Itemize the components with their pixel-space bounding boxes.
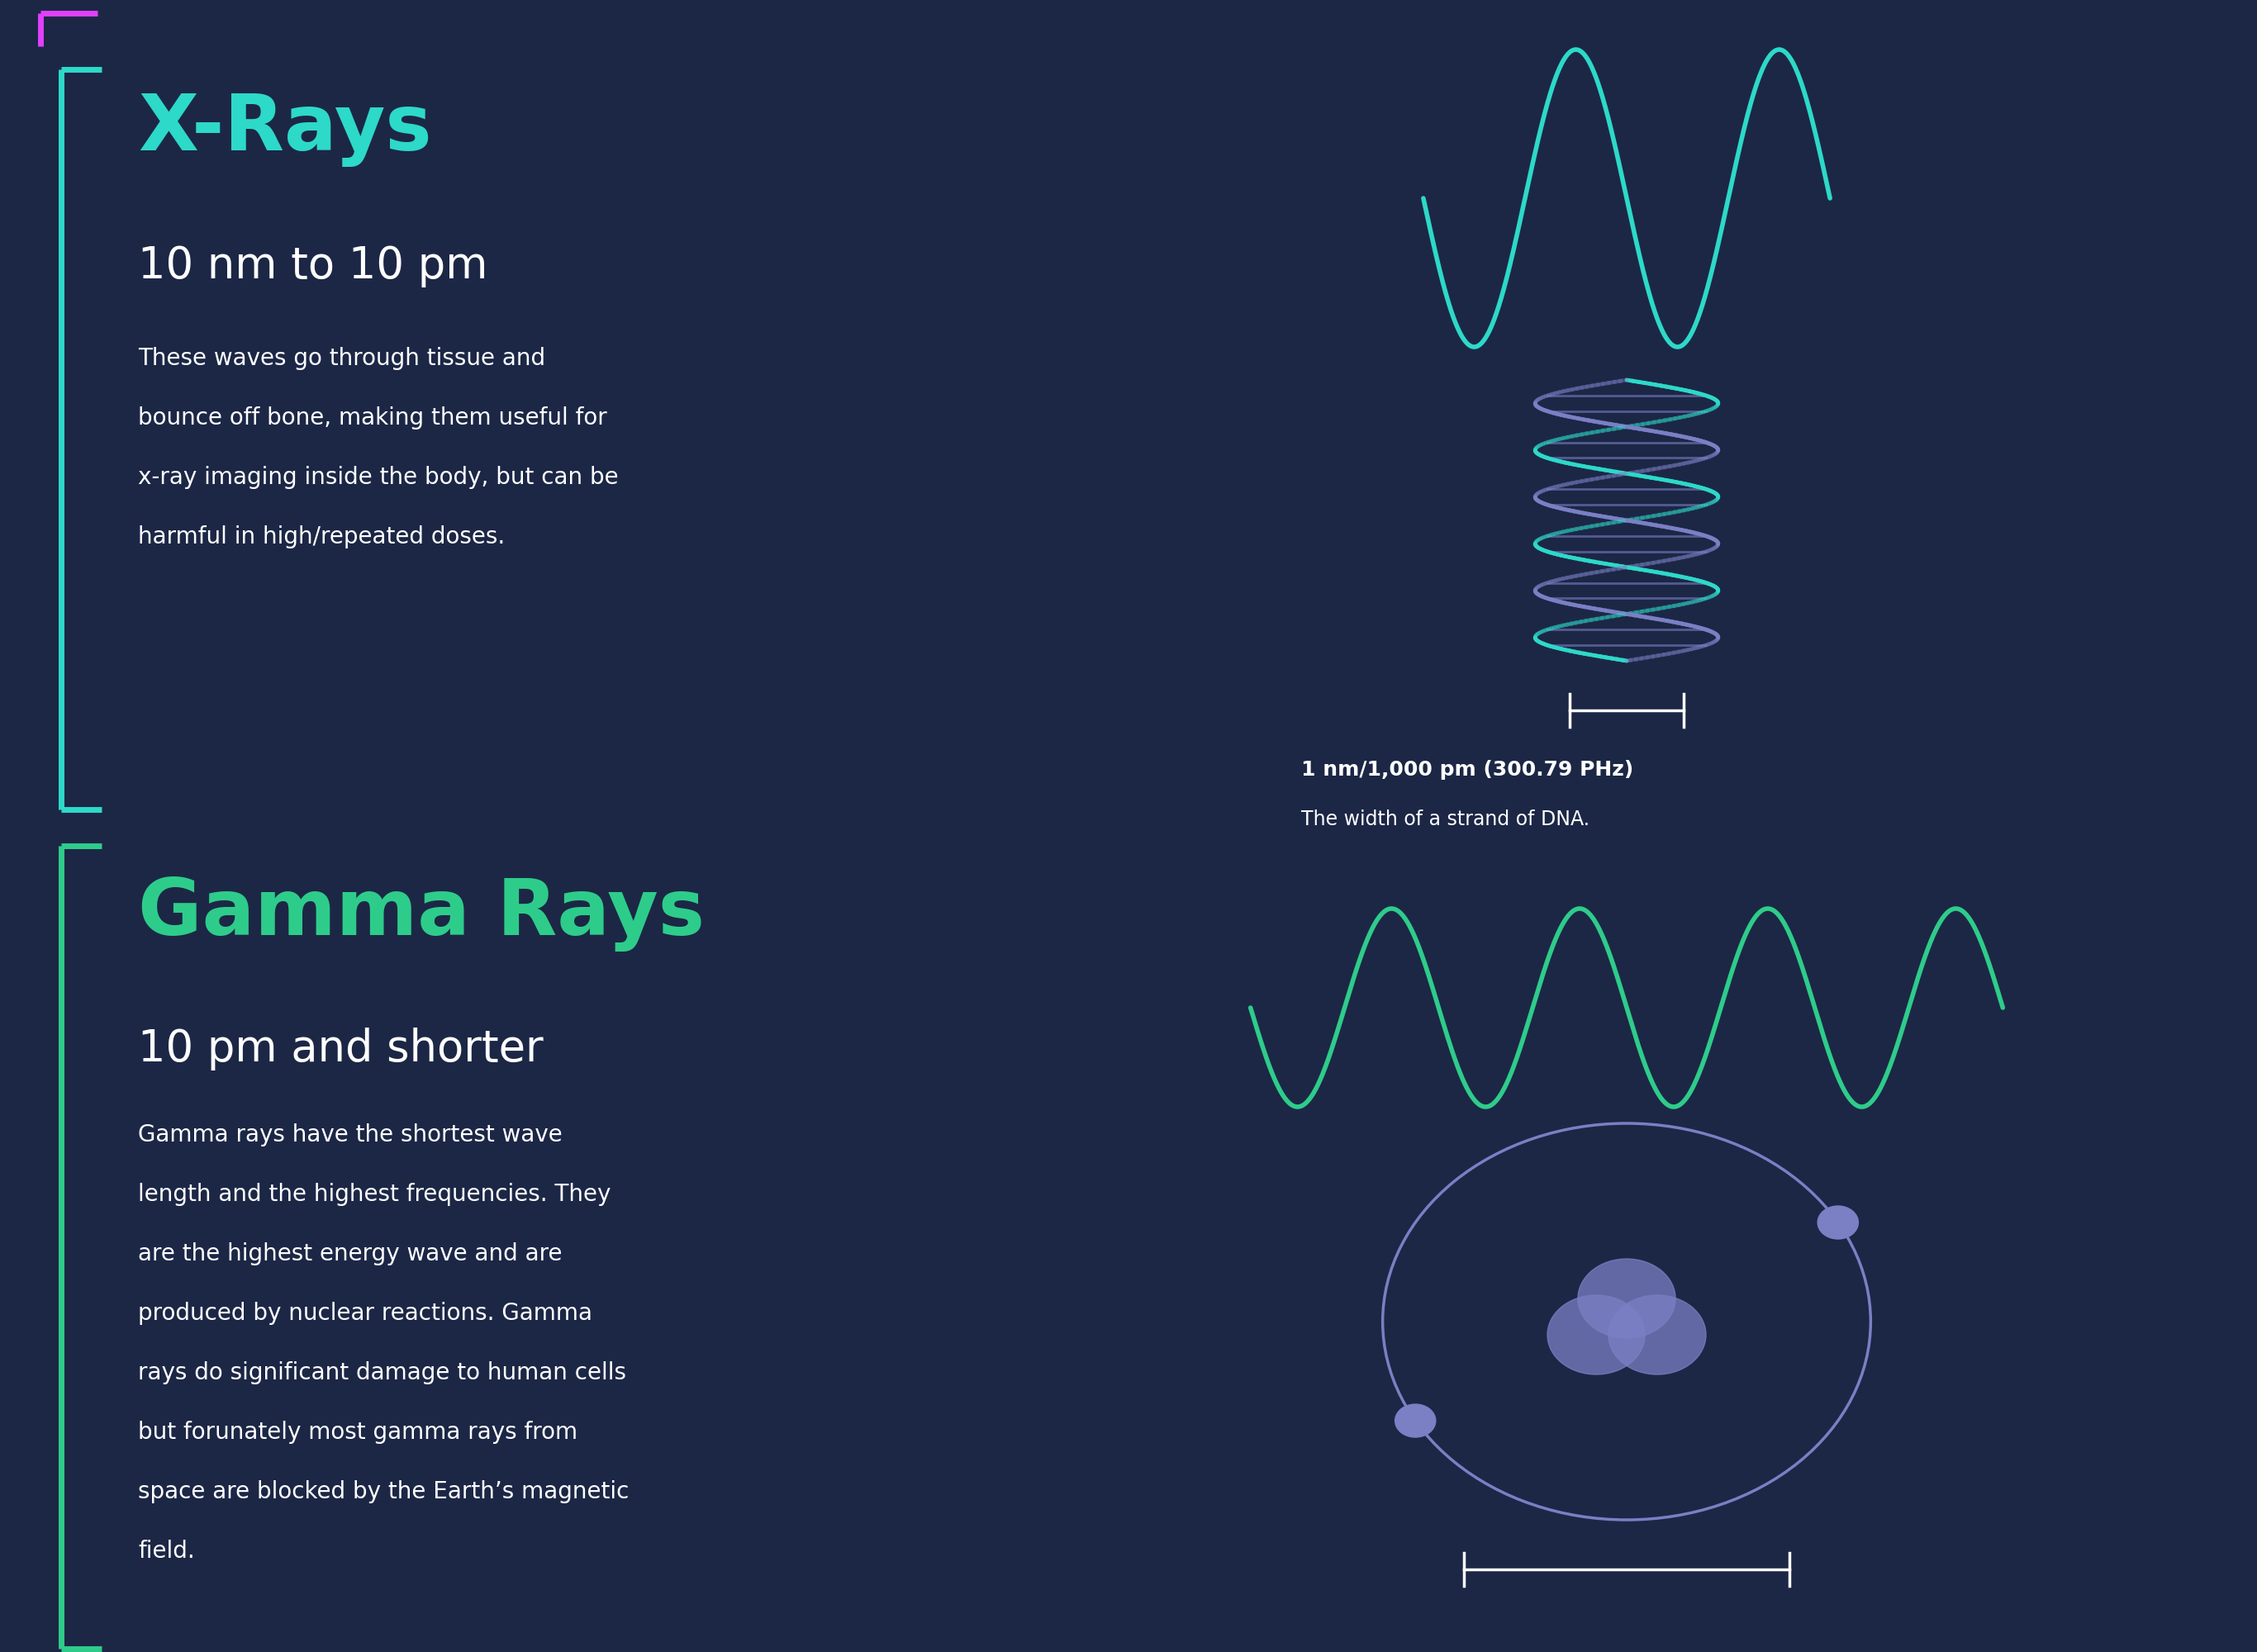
Text: field.: field. <box>138 1540 194 1563</box>
Text: produced by nuclear reactions. Gamma: produced by nuclear reactions. Gamma <box>138 1302 594 1325</box>
Text: Gamma Rays: Gamma Rays <box>138 876 704 952</box>
Circle shape <box>1578 1259 1675 1338</box>
Text: are the highest energy wave and are: are the highest energy wave and are <box>138 1242 562 1265</box>
Text: 10 pm and shorter: 10 pm and shorter <box>138 1028 544 1070</box>
Circle shape <box>1395 1404 1435 1437</box>
Circle shape <box>1548 1295 1645 1374</box>
Text: but forunately most gamma rays from: but forunately most gamma rays from <box>138 1421 578 1444</box>
Text: X-Rays: X-Rays <box>138 91 431 167</box>
Text: rays do significant damage to human cells: rays do significant damage to human cell… <box>138 1361 627 1384</box>
Text: 1 nm/1,000 pm (300.79 PHz): 1 nm/1,000 pm (300.79 PHz) <box>1302 760 1634 780</box>
Text: space are blocked by the Earth’s magnetic: space are blocked by the Earth’s magneti… <box>138 1480 630 1503</box>
Circle shape <box>1817 1206 1858 1239</box>
Text: The width of a strand of DNA.: The width of a strand of DNA. <box>1302 809 1589 829</box>
Text: length and the highest frequencies. They: length and the highest frequencies. They <box>138 1183 612 1206</box>
Text: harmful in high/repeated doses.: harmful in high/repeated doses. <box>138 525 506 548</box>
Circle shape <box>1609 1295 1706 1374</box>
Text: 10 nm to 10 pm: 10 nm to 10 pm <box>138 244 488 287</box>
Text: bounce off bone, making them useful for: bounce off bone, making them useful for <box>138 406 607 430</box>
Text: x-ray imaging inside the body, but can be: x-ray imaging inside the body, but can b… <box>138 466 618 489</box>
Text: Gamma rays have the shortest wave: Gamma rays have the shortest wave <box>138 1123 562 1146</box>
Text: These waves go through tissue and: These waves go through tissue and <box>138 347 546 370</box>
